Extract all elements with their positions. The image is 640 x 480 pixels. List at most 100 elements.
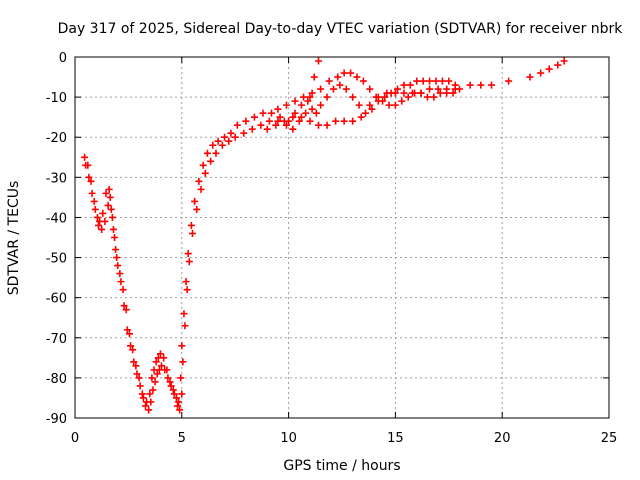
data-point: [152, 358, 160, 366]
data-point: [315, 121, 323, 129]
data-point: [156, 350, 164, 358]
data-point: [130, 358, 138, 366]
data-point: [306, 117, 314, 125]
data-point: [477, 81, 485, 89]
data-point: [340, 117, 348, 125]
data-point: [466, 81, 474, 89]
data-point: [349, 93, 357, 101]
data-point: [123, 326, 131, 334]
data-point: [291, 109, 299, 117]
data-point: [145, 406, 153, 414]
data-point: [193, 205, 201, 213]
data-point: [183, 286, 191, 294]
data-point: [317, 85, 325, 93]
data-point: [334, 73, 342, 81]
data-point: [135, 374, 143, 382]
data-point: [166, 378, 174, 386]
data-point: [153, 370, 161, 378]
data-point: [116, 270, 124, 278]
data-point: [488, 81, 496, 89]
data-point: [355, 101, 363, 109]
data-point: [248, 125, 256, 133]
y-tick-label: -50: [46, 252, 67, 267]
y-tick-label: -30: [46, 171, 67, 186]
data-point: [106, 193, 114, 201]
data-point: [449, 89, 457, 97]
data-point: [423, 93, 431, 101]
data-point: [329, 85, 337, 93]
data-point: [88, 189, 96, 197]
data-point: [274, 117, 282, 125]
data-point: [107, 205, 115, 213]
data-point: [113, 254, 121, 262]
y-tick-label: 0: [59, 51, 67, 66]
data-point: [289, 125, 297, 133]
data-point: [203, 149, 211, 157]
data-point: [353, 73, 361, 81]
data-point: [398, 97, 406, 105]
data-point: [282, 101, 290, 109]
data-point: [139, 394, 147, 402]
data-point: [366, 85, 374, 93]
data-point: [161, 366, 169, 374]
data-point: [426, 77, 434, 85]
data-point: [188, 229, 196, 237]
data-point: [291, 97, 299, 105]
y-tick-label: -20: [46, 131, 67, 146]
data-point: [109, 225, 117, 233]
data-point: [122, 306, 130, 314]
data-point: [127, 342, 135, 350]
data-point: [117, 278, 125, 286]
data-point: [295, 117, 303, 125]
data-point: [242, 117, 250, 125]
series-0: [81, 57, 568, 406]
data-point: [147, 398, 155, 406]
data-point: [184, 250, 192, 258]
data-point: [221, 133, 229, 141]
data-point: [359, 77, 367, 85]
data-point: [436, 89, 444, 97]
data-point: [164, 374, 172, 382]
data-point: [404, 93, 412, 101]
data-point: [120, 302, 128, 310]
x-axis-label: GPS time / hours: [283, 458, 400, 474]
data-point: [182, 278, 190, 286]
y-tick-label: -60: [46, 292, 67, 307]
x-tick-label: 5: [178, 431, 186, 446]
data-point: [125, 330, 133, 338]
y-tick-label: -90: [46, 412, 67, 427]
data-point: [297, 101, 305, 109]
data-point: [445, 77, 453, 85]
data-point: [207, 157, 215, 165]
data-point: [323, 93, 331, 101]
data-point: [336, 81, 344, 89]
data-point: [306, 93, 314, 101]
data-point: [297, 113, 305, 121]
data-point: [227, 129, 235, 137]
chart-title: Day 317 of 2025, Sidereal Day-to-day VTE…: [58, 21, 624, 37]
data-point: [212, 149, 220, 157]
data-point: [104, 201, 112, 209]
data-point: [391, 89, 399, 97]
data-point: [119, 286, 127, 294]
data-point: [272, 121, 280, 129]
data-point: [361, 109, 369, 117]
data-point: [191, 197, 199, 205]
data-point: [129, 346, 137, 354]
data-point: [169, 386, 177, 394]
data-point: [102, 189, 110, 197]
data-point: [179, 358, 187, 366]
data-point: [209, 141, 217, 149]
data-point: [146, 390, 154, 398]
data-point: [225, 137, 233, 145]
data-point: [379, 97, 387, 105]
data-point: [385, 101, 393, 109]
data-point: [218, 141, 226, 149]
data-point: [332, 117, 340, 125]
data-point: [197, 185, 205, 193]
data-point: [526, 73, 534, 81]
data-point: [426, 85, 434, 93]
data-point: [167, 382, 175, 390]
data-point: [141, 402, 149, 410]
data-point: [199, 161, 207, 169]
